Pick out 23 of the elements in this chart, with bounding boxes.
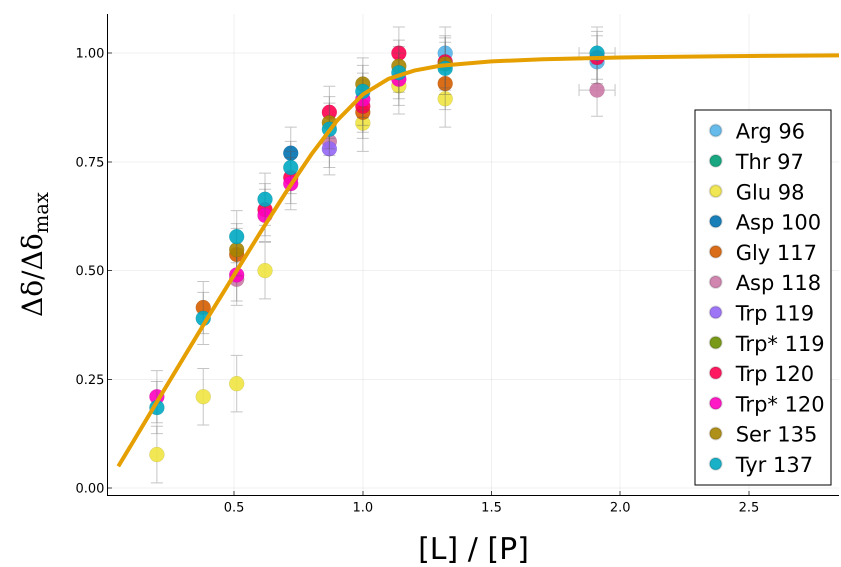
legend-label: Trp 120 [734,362,814,386]
legend-label: Trp* 120 [734,392,825,416]
legend-label: Asp 118 [736,271,822,296]
y-tick-label: 0.50 [75,264,104,280]
x-tick-label: 0.5 [224,500,244,516]
legend-label: Ser 135 [736,422,818,447]
x-tick-label: 2.0 [610,500,631,516]
legend-label: Asp 100 [736,210,822,235]
legend-label: Tyr 137 [734,453,814,478]
x-tick-label: 1.5 [481,500,502,516]
y-tick-label: 0.75 [75,155,104,170]
legend-label: Arg 96 [736,120,806,144]
y-tick-label: 0.25 [75,372,104,388]
x-tick-label: 1.0 [352,500,374,516]
x-tick-label: 2.5 [738,500,760,516]
legend-label: Glu 98 [736,180,805,204]
x-axis-title: [L] / [P] [418,532,529,567]
legend-label: Gly 117 [736,240,817,265]
legend-label: Trp 119 [734,302,814,326]
legend-label: Thr 97 [734,150,804,174]
y-tick-label: 0.00 [75,482,104,497]
legend-label: Trp* 119 [734,332,825,356]
y-tick-label: 1.00 [75,46,104,62]
